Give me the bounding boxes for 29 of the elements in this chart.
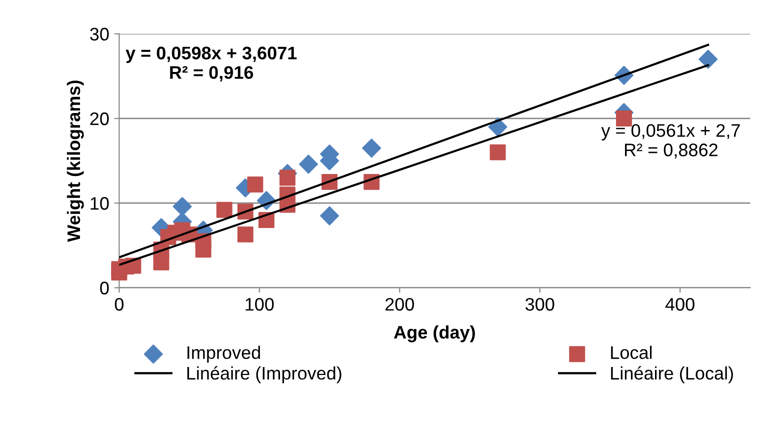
y-axis-title: Weight (kilograms) (66, 80, 84, 242)
legend-label: Local (611, 346, 652, 360)
point (616, 110, 632, 126)
point (362, 138, 382, 158)
annotation: y = 0,0598x + 3,6071 R² = 0,916 (126, 46, 297, 82)
x-tick-label: 100 (246, 298, 274, 311)
x-tick-label: 0 (114, 298, 124, 311)
y-tick-label: 30 (90, 28, 109, 41)
x-tick-label: 200 (385, 298, 414, 311)
x-tick-label: 400 (665, 298, 694, 311)
point (247, 176, 264, 192)
point (698, 50, 718, 69)
y-tick-label: 0 (100, 282, 109, 294)
y-tick-label: 10 (90, 197, 109, 210)
annotation: y = 0,0561x + 2,7 R² = 0,8862 (601, 124, 740, 158)
point (216, 202, 232, 218)
x-axis-title: Age (day) (394, 325, 475, 342)
point (279, 170, 296, 186)
point (320, 206, 339, 226)
y-tick-label: 20 (90, 112, 109, 126)
legend-label: Improved (188, 346, 260, 363)
point (299, 154, 318, 174)
legend-label: Linéaire (Improved) (187, 366, 342, 384)
point (237, 226, 254, 242)
point (488, 117, 508, 136)
legend-label: Linéaire (Local) (611, 366, 733, 384)
point (172, 197, 192, 216)
point (490, 144, 506, 160)
x-tick-label: 300 (525, 298, 554, 311)
